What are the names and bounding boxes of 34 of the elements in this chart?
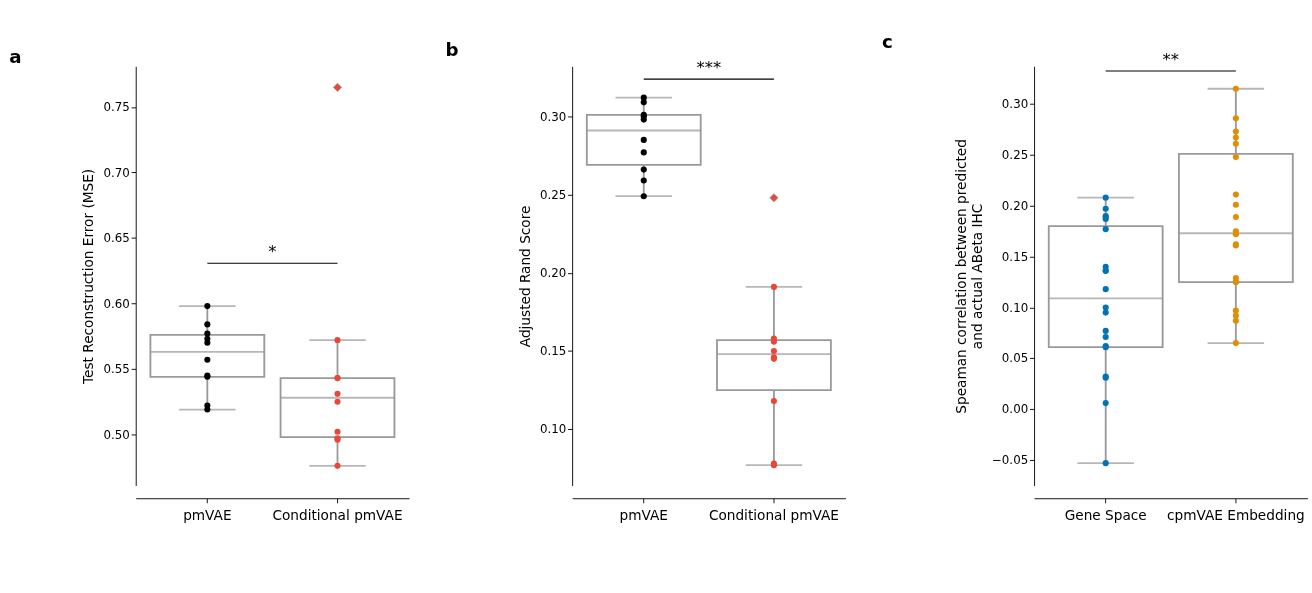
- chart-title: b: [445, 39, 459, 61]
- y-tick-label: 0.65: [103, 231, 130, 246]
- x-tick-label: pmVAE: [183, 506, 232, 523]
- x-tick-label: Conditional pmVAE: [708, 506, 839, 523]
- y-tick-label: 0.30: [539, 109, 567, 124]
- y-tick-label: 0.55: [103, 362, 130, 377]
- y-axis-title: Adjusted Rand Score: [516, 205, 533, 348]
- annotation: *: [268, 241, 277, 261]
- y-tick-label: 0.10: [1001, 300, 1029, 315]
- y-tick-label: 0.75: [103, 100, 130, 115]
- y-tick-label: 0.20: [539, 265, 567, 280]
- y-axis-title: Test Reconstruction Error (MSE): [80, 168, 97, 385]
- x-tick-label: cpmVAE Embedding: [1167, 506, 1305, 523]
- y-tick-label: −0.05: [991, 453, 1029, 468]
- y-tick-label: 0.70: [103, 165, 130, 180]
- y-axis-title: Speaman correlation between predicted and actual ABeta IHC: [953, 139, 985, 414]
- x-tick-label: pmVAE: [619, 506, 668, 523]
- x-tick-label: Conditional pmVAE: [272, 506, 403, 523]
- annotation: ***: [696, 57, 722, 77]
- y-tick-label: 0.15: [539, 344, 567, 359]
- y-tick-label: 0.10: [539, 422, 567, 437]
- annotation: **: [1162, 49, 1179, 69]
- chart-title: a: [9, 45, 22, 67]
- x-tick-label: Gene Space: [1064, 506, 1147, 523]
- y-tick-label: 0.05: [1001, 351, 1029, 366]
- y-tick-label: 0.25: [1001, 148, 1029, 162]
- y-tick-label: 0.50: [103, 427, 130, 442]
- y-tick-label: 0.25: [539, 187, 567, 202]
- y-tick-label: 0.00: [1001, 402, 1029, 417]
- y-tick-label: 0.30: [1001, 97, 1029, 112]
- text: c: [882, 31, 893, 53]
- y-tick-label: 0.60: [103, 296, 130, 311]
- y-tick-label: 0.15: [1001, 249, 1029, 264]
- y-tick-label: 0.20: [1001, 198, 1029, 213]
